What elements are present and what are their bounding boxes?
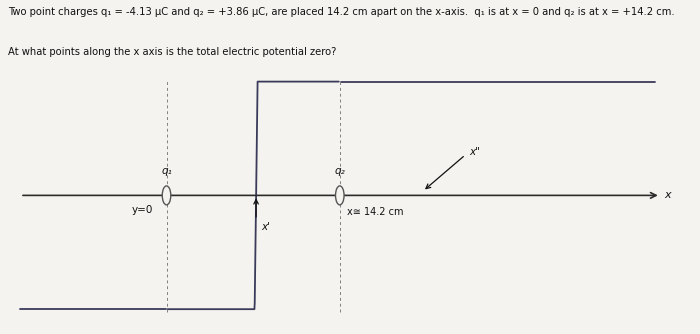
Text: Two point charges q₁ = -4.13 μC and q₂ = +3.86 μC, are placed 14.2 cm apart on t: Two point charges q₁ = -4.13 μC and q₂ =… [8, 7, 675, 17]
Text: x≅ 14.2 cm: x≅ 14.2 cm [347, 207, 404, 217]
Text: q₁: q₁ [161, 166, 172, 176]
Circle shape [335, 186, 344, 205]
Text: At what points along the x axis is the total electric potential zero?: At what points along the x axis is the t… [8, 47, 337, 57]
Text: q₂: q₂ [335, 166, 345, 176]
Text: y=0: y=0 [132, 205, 153, 215]
Text: x': x' [261, 222, 270, 232]
Circle shape [162, 186, 171, 205]
Text: x: x [664, 190, 671, 200]
Text: x": x" [469, 147, 480, 157]
